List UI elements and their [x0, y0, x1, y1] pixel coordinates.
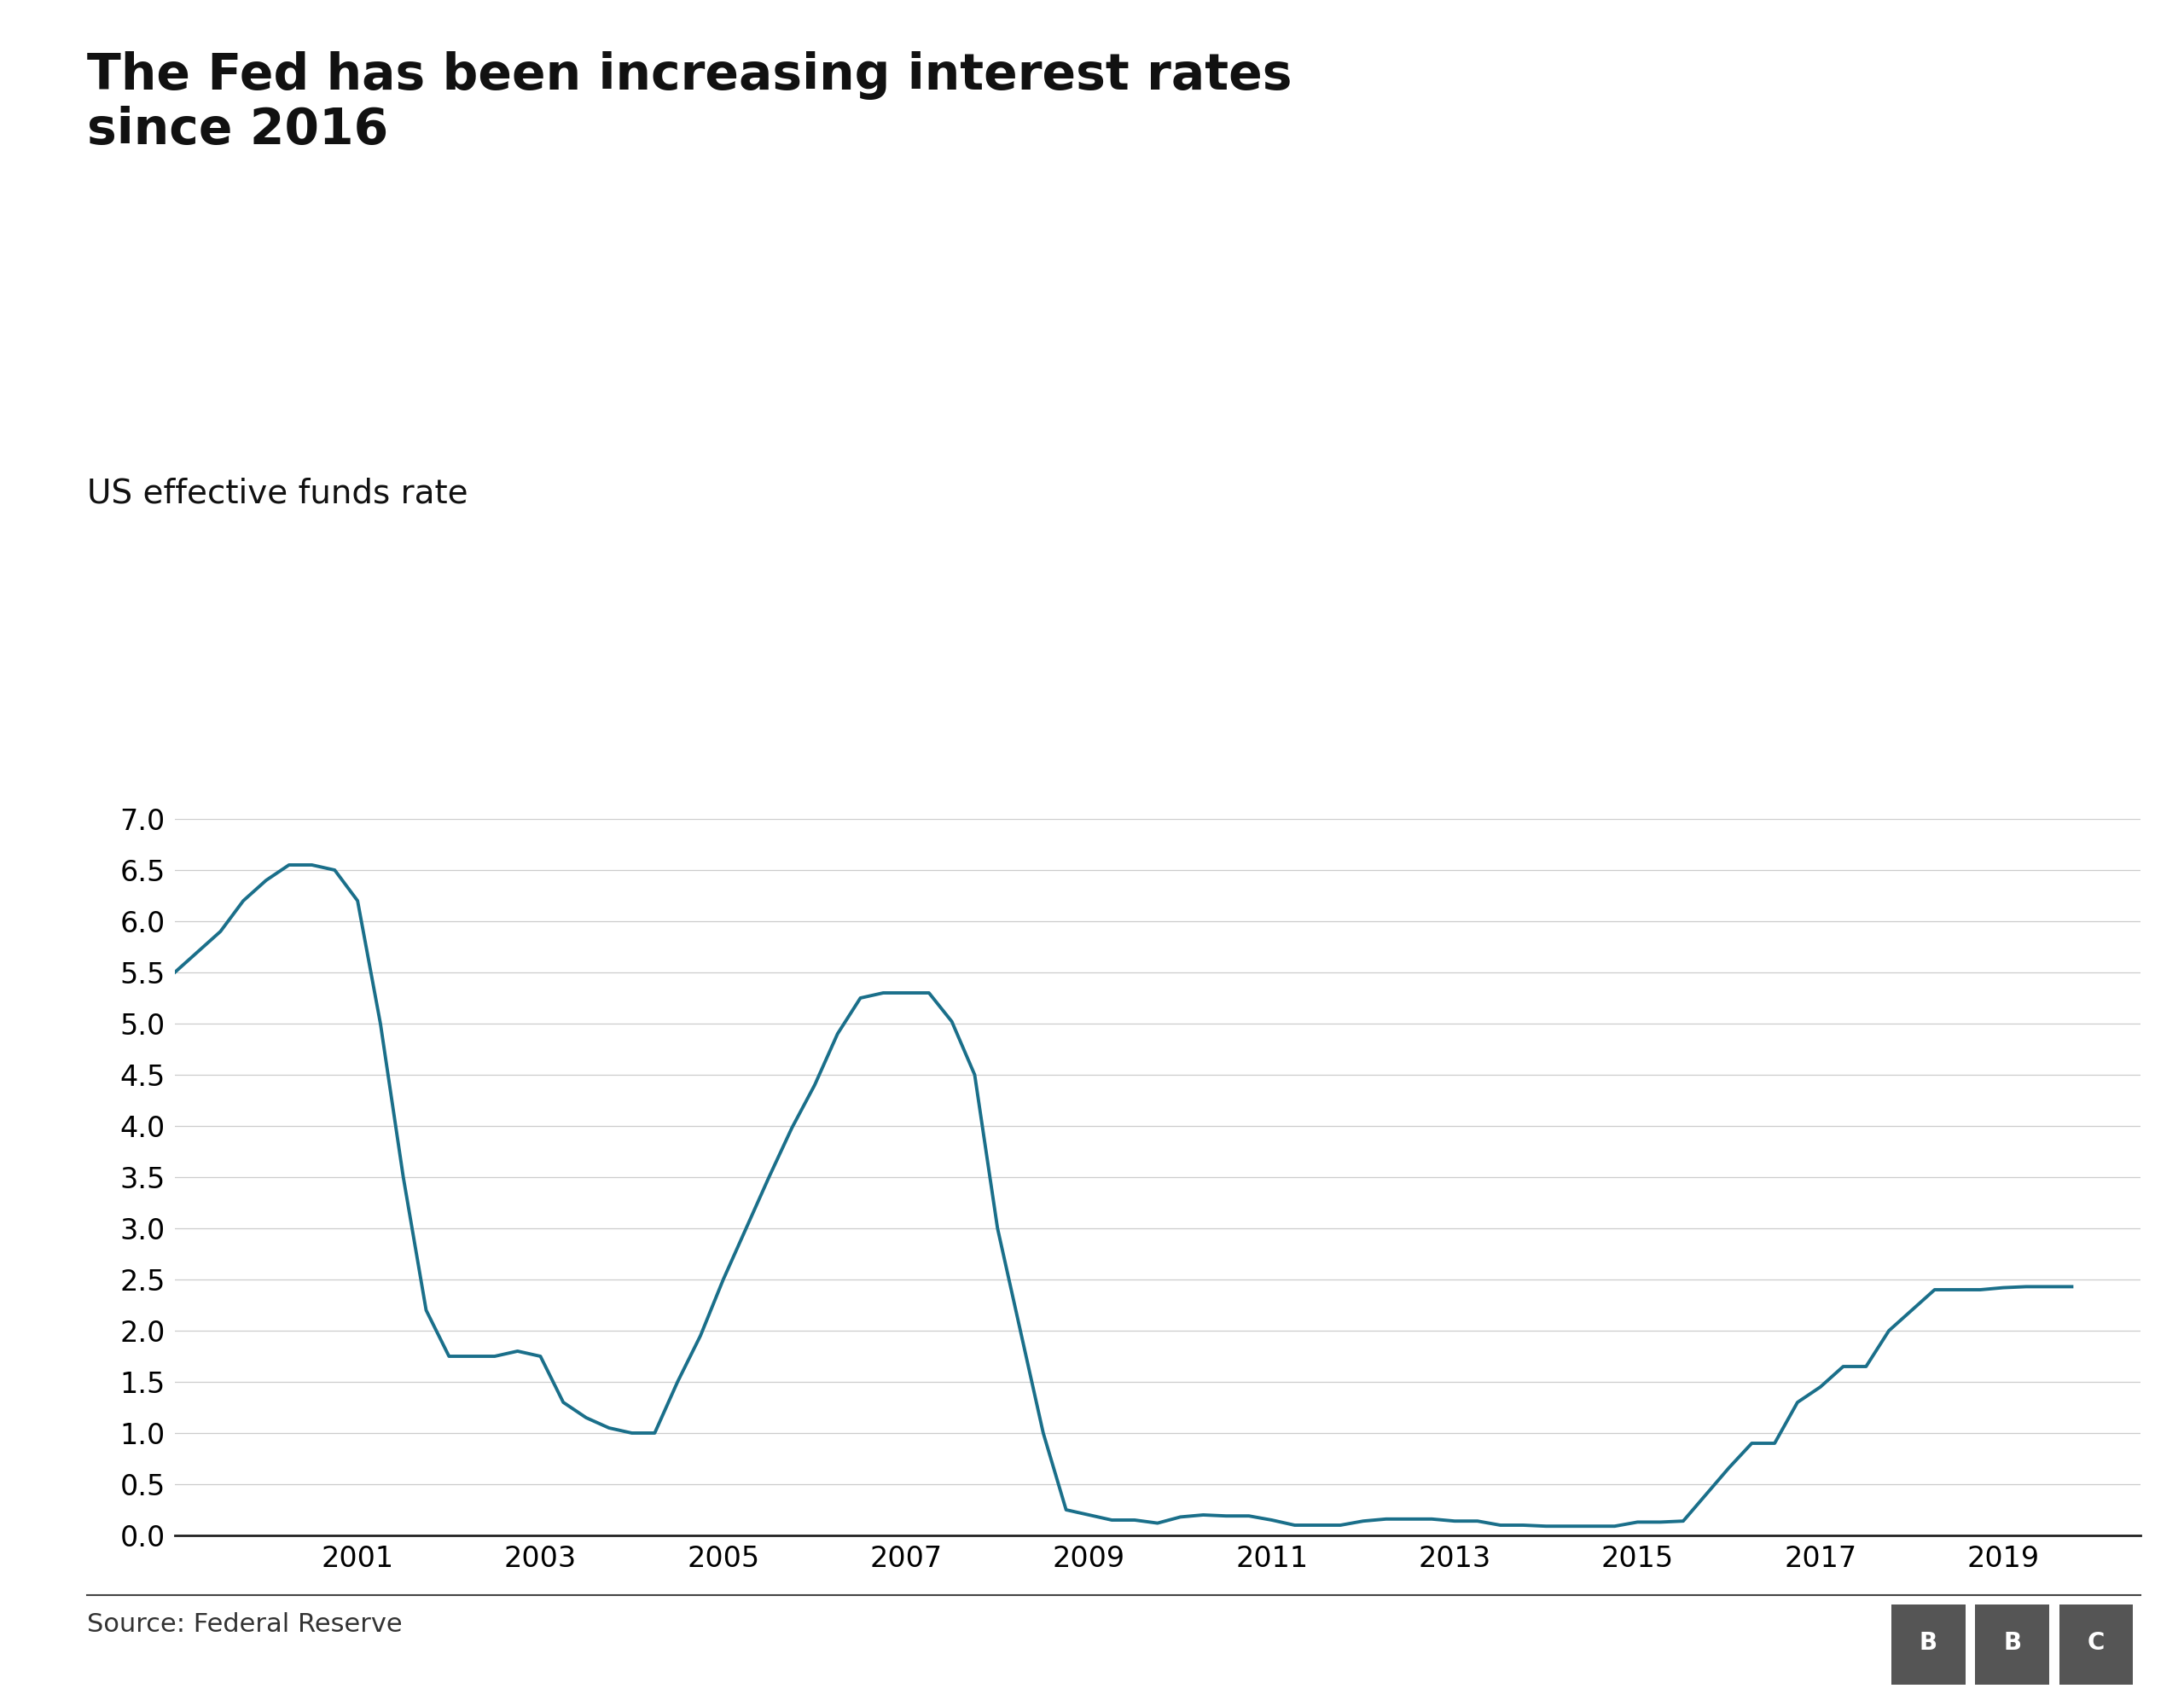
FancyBboxPatch shape — [1974, 1605, 2049, 1684]
Text: Source: Federal Reserve: Source: Federal Reserve — [87, 1612, 402, 1638]
Text: B: B — [1920, 1631, 1937, 1655]
FancyBboxPatch shape — [2060, 1605, 2134, 1684]
Text: C: C — [2088, 1631, 2105, 1655]
Text: US effective funds rate: US effective funds rate — [87, 478, 467, 510]
Text: The Fed has been increasing interest rates
since 2016: The Fed has been increasing interest rat… — [87, 51, 1293, 154]
Text: B: B — [2003, 1631, 2020, 1655]
FancyBboxPatch shape — [1891, 1605, 1966, 1684]
